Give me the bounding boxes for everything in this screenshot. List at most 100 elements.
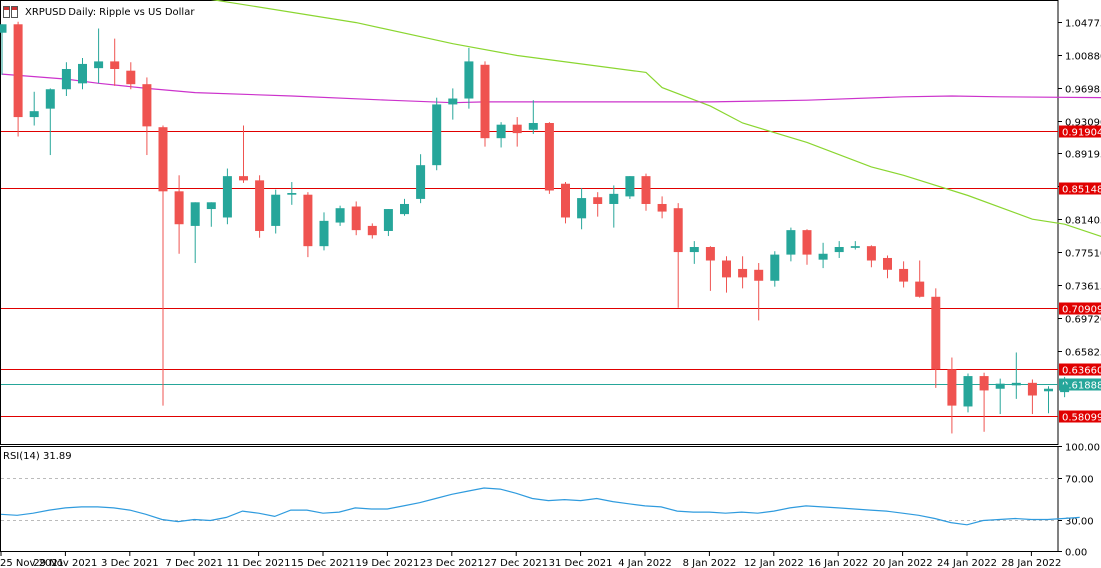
candle-body	[899, 268, 909, 282]
candle-body	[963, 376, 973, 407]
time-axis-label: 16 Jan 2022	[808, 558, 868, 568]
rsi-axis-label: 100.00	[1065, 443, 1100, 454]
price-level-tag	[1059, 378, 1101, 391]
time-axis-label: 20 Jan 2022	[873, 558, 933, 568]
symbol-text: XRPUSD	[25, 6, 67, 18]
chart-title: XRPUSD Daily: Ripple vs US Dollar	[3, 5, 194, 19]
price-level-label: 0.63660	[1062, 366, 1101, 377]
candle-body	[593, 197, 603, 204]
candle-body	[94, 61, 104, 69]
candle-body	[786, 230, 796, 255]
candle-body	[416, 165, 426, 199]
rsi-axis-label: 70.00	[1065, 475, 1094, 486]
candle-body	[625, 176, 635, 197]
price-axis-label: 0.96985	[1065, 85, 1101, 96]
candle-body	[335, 208, 345, 223]
candle-body	[834, 247, 844, 253]
time-axis-label: 12 Jan 2022	[744, 558, 804, 568]
candle-body	[657, 203, 667, 212]
candle-body	[754, 269, 764, 281]
time-axis-label: 11 Dec 2021	[227, 558, 291, 568]
candle-body	[206, 202, 216, 210]
candle-body	[931, 296, 941, 370]
candle-body	[13, 24, 23, 118]
candle-body	[995, 383, 1005, 389]
candle-body	[915, 281, 925, 297]
candle-body	[1027, 382, 1037, 396]
candle-body	[979, 376, 989, 391]
candle-body	[738, 268, 748, 278]
candle-body	[239, 176, 248, 181]
candle-body	[158, 127, 168, 192]
candle-body	[0, 24, 7, 33]
price-level-label: 0.85148	[1062, 185, 1101, 196]
candle-body	[561, 183, 570, 218]
candle-body	[255, 180, 265, 231]
price-level-tag	[1059, 410, 1101, 423]
description-text: Ripple vs US Dollar	[99, 6, 195, 18]
candle-body	[528, 122, 538, 130]
candle-body	[351, 206, 361, 231]
candle-body	[802, 230, 812, 255]
rsi-label: RSI(14)	[3, 451, 40, 462]
candle-body	[689, 247, 699, 253]
time-axis-label: 27 Dec 2021	[484, 558, 548, 568]
time-axis-label: 4 Jan 2022	[618, 558, 672, 568]
candle-body	[287, 193, 297, 195]
candle-body	[303, 194, 313, 247]
moving-average-line	[210, 0, 1101, 237]
candle-body	[29, 111, 39, 118]
candle-body	[480, 64, 490, 139]
price-level-label: 0.91904	[1062, 128, 1101, 139]
price-axis-label: 0.65825	[1065, 348, 1101, 359]
candle-body	[673, 208, 683, 253]
candle-body	[432, 104, 442, 166]
price-level-tag	[1059, 302, 1101, 315]
candle-body	[770, 254, 780, 281]
price-level-tag	[1059, 363, 1101, 376]
candle-body	[544, 122, 554, 191]
time-axis-label: 15 Dec 2021	[291, 558, 355, 568]
candle-body	[1044, 388, 1053, 392]
time-axis-label: 28 Jan 2022	[1001, 558, 1061, 568]
time-axis-label: 23 Dec 2021	[420, 558, 484, 568]
timeframe-text: Daily:	[68, 6, 97, 18]
candle-body	[850, 246, 860, 248]
candle-body	[222, 176, 232, 218]
candle-body	[866, 246, 876, 261]
candle-body	[641, 176, 651, 204]
candle-body	[319, 220, 329, 247]
price-axis-label: 0.73615	[1065, 282, 1101, 293]
time-axis-label: 3 Dec 2021	[101, 558, 159, 568]
rsi-pane-frame	[0, 446, 1059, 552]
candle-body	[464, 61, 474, 99]
price-level-label: 0.58099	[1062, 413, 1101, 424]
candle-body	[496, 124, 506, 139]
candle-body	[45, 89, 55, 109]
price-axis-label: 0.81405	[1065, 216, 1101, 227]
time-axis-label: 8 Jan 2022	[683, 558, 737, 568]
rsi-value: 31.89	[42, 451, 72, 462]
candle-body	[947, 369, 957, 406]
rsi-line	[0, 487, 1080, 526]
candle-body	[400, 203, 409, 215]
candle-body	[174, 191, 184, 225]
candle-body	[1011, 382, 1021, 386]
candle-body	[367, 225, 377, 236]
price-level-tag	[1059, 125, 1101, 138]
price-level-label: 0.70909	[1062, 305, 1101, 316]
rsi-title: RSI(14) 31.89	[3, 451, 72, 462]
price-level-label: 0.61888	[1062, 381, 1101, 392]
candle-body	[577, 198, 587, 219]
candle-body	[142, 84, 152, 127]
candle-body	[61, 68, 71, 90]
candle-body	[705, 247, 715, 261]
candle-body	[722, 260, 731, 278]
candle-body	[448, 98, 458, 105]
candle-body	[1060, 384, 1070, 393]
price-level-tag	[1059, 182, 1101, 195]
moving-average-line	[1, 73, 1101, 104]
